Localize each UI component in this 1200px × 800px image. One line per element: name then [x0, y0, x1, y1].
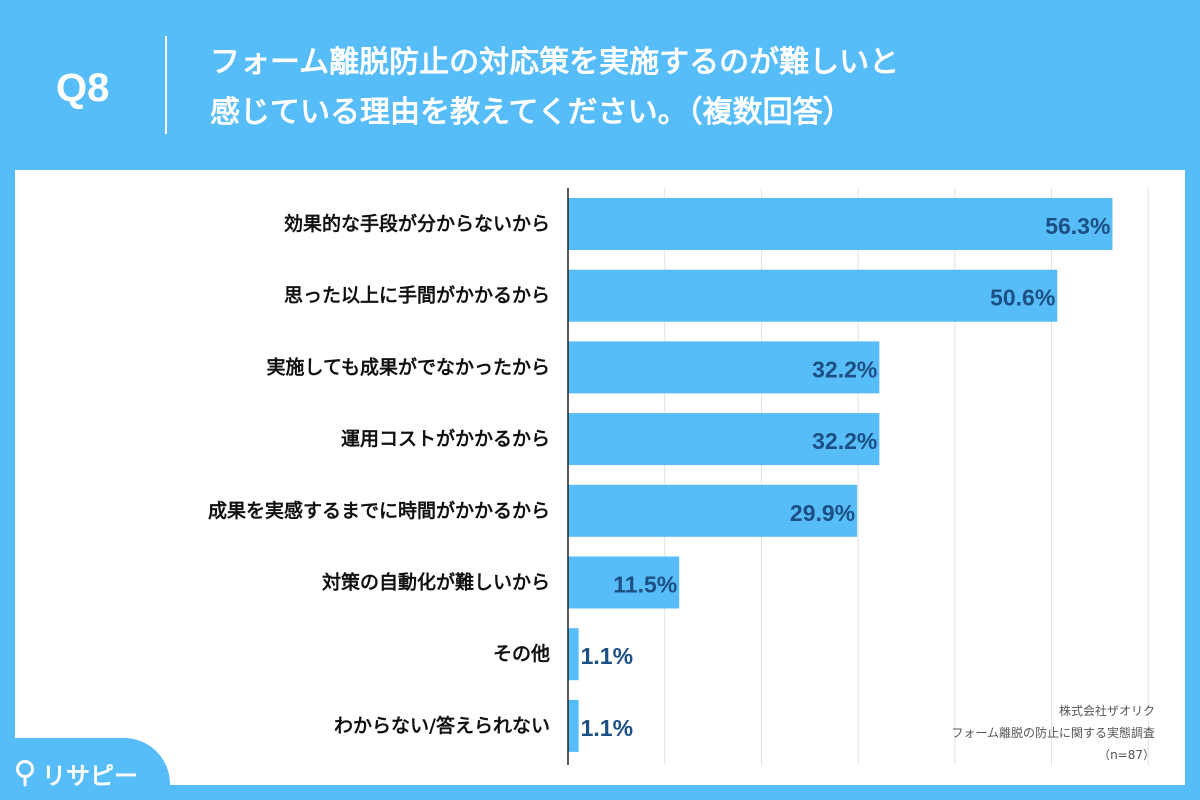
value-label: 1.1% — [581, 715, 633, 741]
question-line-1: フォーム離脱防止の対応策を実施するのが難しいと — [210, 45, 900, 80]
header: Q8 フォーム離脱防止の対応策を実施するのが難しいと 感じている理由を教えてくだ… — [0, 0, 1200, 170]
category-label: わからない/答えられない — [334, 714, 550, 737]
pin-icon — [16, 760, 34, 787]
bar — [568, 484, 858, 537]
value-label: 50.6% — [990, 285, 1055, 311]
category-label: 運用コストがかかるから — [341, 427, 550, 450]
value-label: 32.2% — [812, 428, 877, 454]
header-divider — [165, 36, 167, 134]
value-label: 1.1% — [581, 643, 633, 669]
source-survey: フォーム離脱の防止に関する実態調査 — [951, 726, 1155, 740]
category-label: 成果を実感するまでに時間がかかるから — [208, 499, 550, 522]
category-label: 思った以上に手間がかかるから — [284, 284, 550, 307]
logo-text: リサピー — [42, 761, 138, 790]
bar-chart: 効果的な手段が分からないから 56.3% 思った以上に手間がかかるから 50.6% 実施… — [208, 188, 1149, 765]
question-number: Q8 — [56, 66, 110, 110]
bar — [568, 413, 880, 466]
brand-logo: リサピー — [14, 758, 138, 790]
bar — [568, 628, 579, 681]
value-label: 56.3% — [1045, 213, 1110, 239]
category-label: 効果的な手段が分からないから — [284, 212, 550, 235]
bar — [568, 269, 1058, 322]
source-sample: （n=87） — [1098, 748, 1155, 762]
value-label: 29.9% — [790, 500, 855, 526]
value-label: 32.2% — [812, 356, 877, 382]
bar — [568, 198, 1113, 250]
value-label: 11.5% — [613, 572, 677, 598]
category-label: その他 — [493, 642, 550, 665]
category-label: 対策の自動化が難しいから — [321, 571, 550, 594]
source-company: 株式会社ザオリク — [1058, 704, 1155, 718]
bar — [568, 556, 680, 609]
bar — [568, 341, 880, 394]
question-title: フォーム離脱防止の対応策を実施するのが難しいと 感じている理由を教えてください。… — [210, 38, 1050, 138]
chart-panel: 効果的な手段が分からないから 56.3% 思った以上に手間がかかるから 50.6% 実施… — [15, 170, 1185, 785]
category-label: 実施しても成果がでなかったから — [267, 355, 550, 378]
question-line-2: 感じている理由を教えてください。（複数回答） — [210, 95, 853, 130]
bar — [568, 699, 579, 752]
source-note: 株式会社ザオリク フォーム離脱の防止に関する実態調査 （n=87） — [951, 700, 1155, 766]
logo-tab: リサピー — [0, 738, 170, 800]
